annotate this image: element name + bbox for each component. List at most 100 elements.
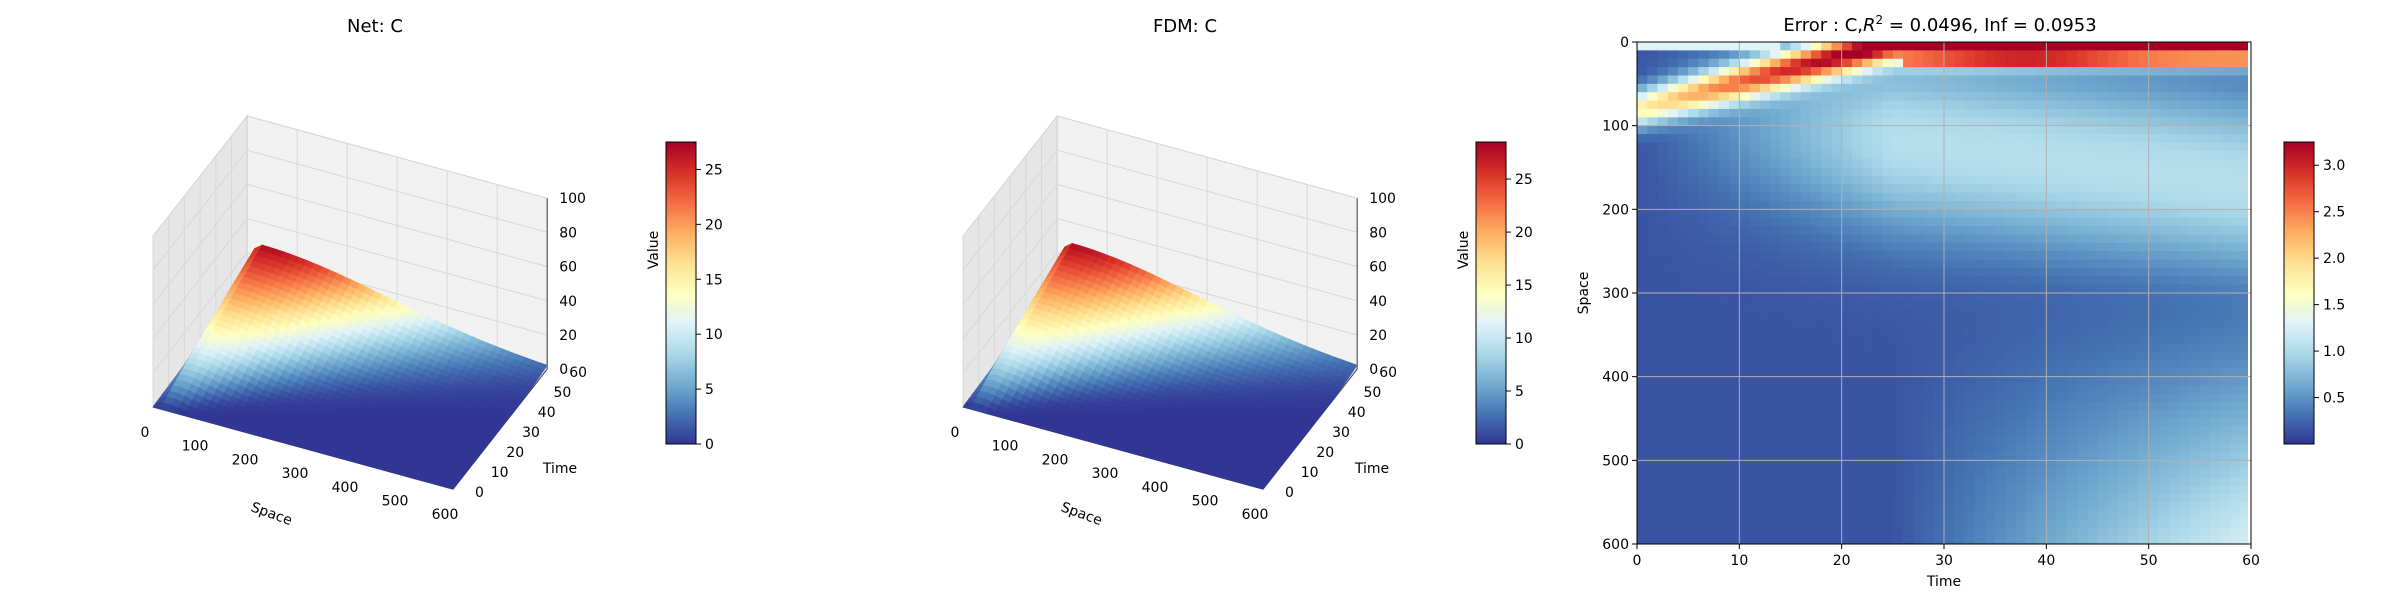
heatmap-cell xyxy=(2230,267,2242,277)
heatmap-cell xyxy=(1944,251,1955,261)
heatmap-cell xyxy=(1647,251,1659,261)
heatmap-cell xyxy=(2066,75,2078,85)
heatmap-cell xyxy=(1637,83,1648,93)
heatmap-cell xyxy=(1841,100,1853,110)
heatmap-cell xyxy=(2015,134,2027,143)
heatmap-cell xyxy=(1657,192,1669,202)
heatmap-cell xyxy=(1800,117,1812,127)
heatmap-cell xyxy=(1974,167,1986,177)
heatmap-cell xyxy=(2005,284,2017,294)
heatmap-cell xyxy=(1974,92,1986,102)
heatmap-cell xyxy=(2056,309,2068,319)
heatmap-cell xyxy=(2169,42,2180,51)
heatmap-cell xyxy=(2240,150,2248,160)
heatmap-cell xyxy=(2189,326,2201,336)
heatmap-cell xyxy=(2025,334,2037,344)
heatmap-cell xyxy=(1810,67,1822,77)
heatmap-cell xyxy=(1729,359,1740,369)
heatmap-cell xyxy=(2117,209,2129,219)
fdm-tick-labels: 0100200300400500600010203040506002040608… xyxy=(951,191,1397,523)
heatmap-cell xyxy=(1831,42,1843,51)
heatmap-cell xyxy=(1872,284,1884,294)
heatmap-cell xyxy=(1903,167,1914,177)
heatmap-cell xyxy=(2138,368,2150,378)
heatmap-cell xyxy=(2189,368,2201,378)
heatmap-cell xyxy=(2117,150,2129,160)
heatmap-cell xyxy=(2046,259,2058,269)
heatmap-cell xyxy=(1790,343,1802,353)
heatmap-cell xyxy=(1780,92,1792,102)
heatmap-cell xyxy=(1964,200,1976,210)
heatmap-cell xyxy=(2036,309,2047,319)
heatmap-cell xyxy=(1770,234,1781,244)
heatmap-cell xyxy=(2015,226,2027,236)
heatmap-cell xyxy=(2066,42,2078,51)
heatmap-cell xyxy=(2025,259,2037,269)
heatmap-cell xyxy=(1780,226,1792,236)
heatmap-cell xyxy=(1923,326,1935,336)
heatmap-cell xyxy=(1657,359,1669,369)
heatmap-cell xyxy=(1913,284,1925,294)
heatmap-cell xyxy=(2056,184,2068,194)
heatmap-cell xyxy=(1749,83,1761,93)
heatmap-cell xyxy=(1995,267,2006,277)
heatmap-cell xyxy=(2199,117,2211,127)
heatmap-cell xyxy=(1698,125,1710,135)
heatmap-cell xyxy=(1667,184,1679,194)
heatmap-cell xyxy=(1800,83,1812,93)
heatmap-cell xyxy=(2087,134,2099,143)
heatmap-cell xyxy=(2077,92,2088,102)
heatmap-cell xyxy=(1790,134,1802,143)
heatmap-cell xyxy=(1770,58,1781,68)
heatmap-cell xyxy=(2107,351,2119,361)
heatmap-cell xyxy=(1913,83,1925,93)
heatmap-cell xyxy=(1851,368,1863,378)
heatmap-cell xyxy=(2230,83,2242,93)
heatmap-cell xyxy=(2107,267,2119,277)
heatmap-cell xyxy=(2220,58,2232,68)
heatmap-cell xyxy=(1933,184,1945,194)
heatmap-cell xyxy=(1770,326,1781,336)
heatmap-cell xyxy=(2036,351,2047,361)
heatmap-cell xyxy=(1810,334,1822,344)
heatmap-cell xyxy=(1667,267,1679,277)
heatmap-cell xyxy=(2148,134,2160,143)
heatmap-cell xyxy=(1903,192,1914,202)
heatmap-cell xyxy=(1923,83,1935,93)
heatmap-cell xyxy=(2117,251,2129,261)
heatmap-cell xyxy=(1667,100,1679,110)
heatmap-cell xyxy=(2066,50,2078,60)
heatmap-cell xyxy=(2036,125,2047,135)
heatmap-cell xyxy=(1923,242,1935,252)
heatmap-cell xyxy=(1698,50,1710,60)
heatmap-cell xyxy=(2199,351,2211,361)
heatmap-cell xyxy=(1974,226,1986,236)
heatmap-cell xyxy=(1851,134,1863,143)
heatmap-cell xyxy=(2179,92,2191,102)
heatmap-cell xyxy=(2056,251,2068,261)
heatmap-cell xyxy=(1718,192,1730,202)
space-tick-label: 100 xyxy=(182,439,209,455)
heatmap-cell xyxy=(1872,67,1884,77)
heatmap-cell xyxy=(1923,259,1935,269)
grid-line xyxy=(962,218,1058,339)
heatmap-cell xyxy=(1749,167,1761,177)
heatmap-cell xyxy=(2005,276,2017,286)
heatmap-cell xyxy=(2015,92,2027,102)
heatmap-cell xyxy=(1944,142,1955,152)
heatmap-cell xyxy=(2199,125,2211,135)
heatmap-cell xyxy=(1657,67,1669,77)
heatmap-cell xyxy=(1913,209,1925,219)
heatmap-cell xyxy=(1954,267,1966,277)
heatmap-cell xyxy=(1903,343,1914,353)
heatmap-cell xyxy=(2179,192,2191,202)
heatmap-cell xyxy=(1841,58,1853,68)
heatmap-cell xyxy=(1677,334,1689,344)
heatmap-cell xyxy=(2046,326,2058,336)
heatmap-cell xyxy=(1810,267,1822,277)
heatmap-cell xyxy=(1954,67,1966,77)
heatmap-cell xyxy=(1903,267,1914,277)
heatmap-cell xyxy=(1657,318,1669,328)
heatmap-cell xyxy=(2210,150,2221,160)
heatmap-cell xyxy=(1708,75,1720,85)
